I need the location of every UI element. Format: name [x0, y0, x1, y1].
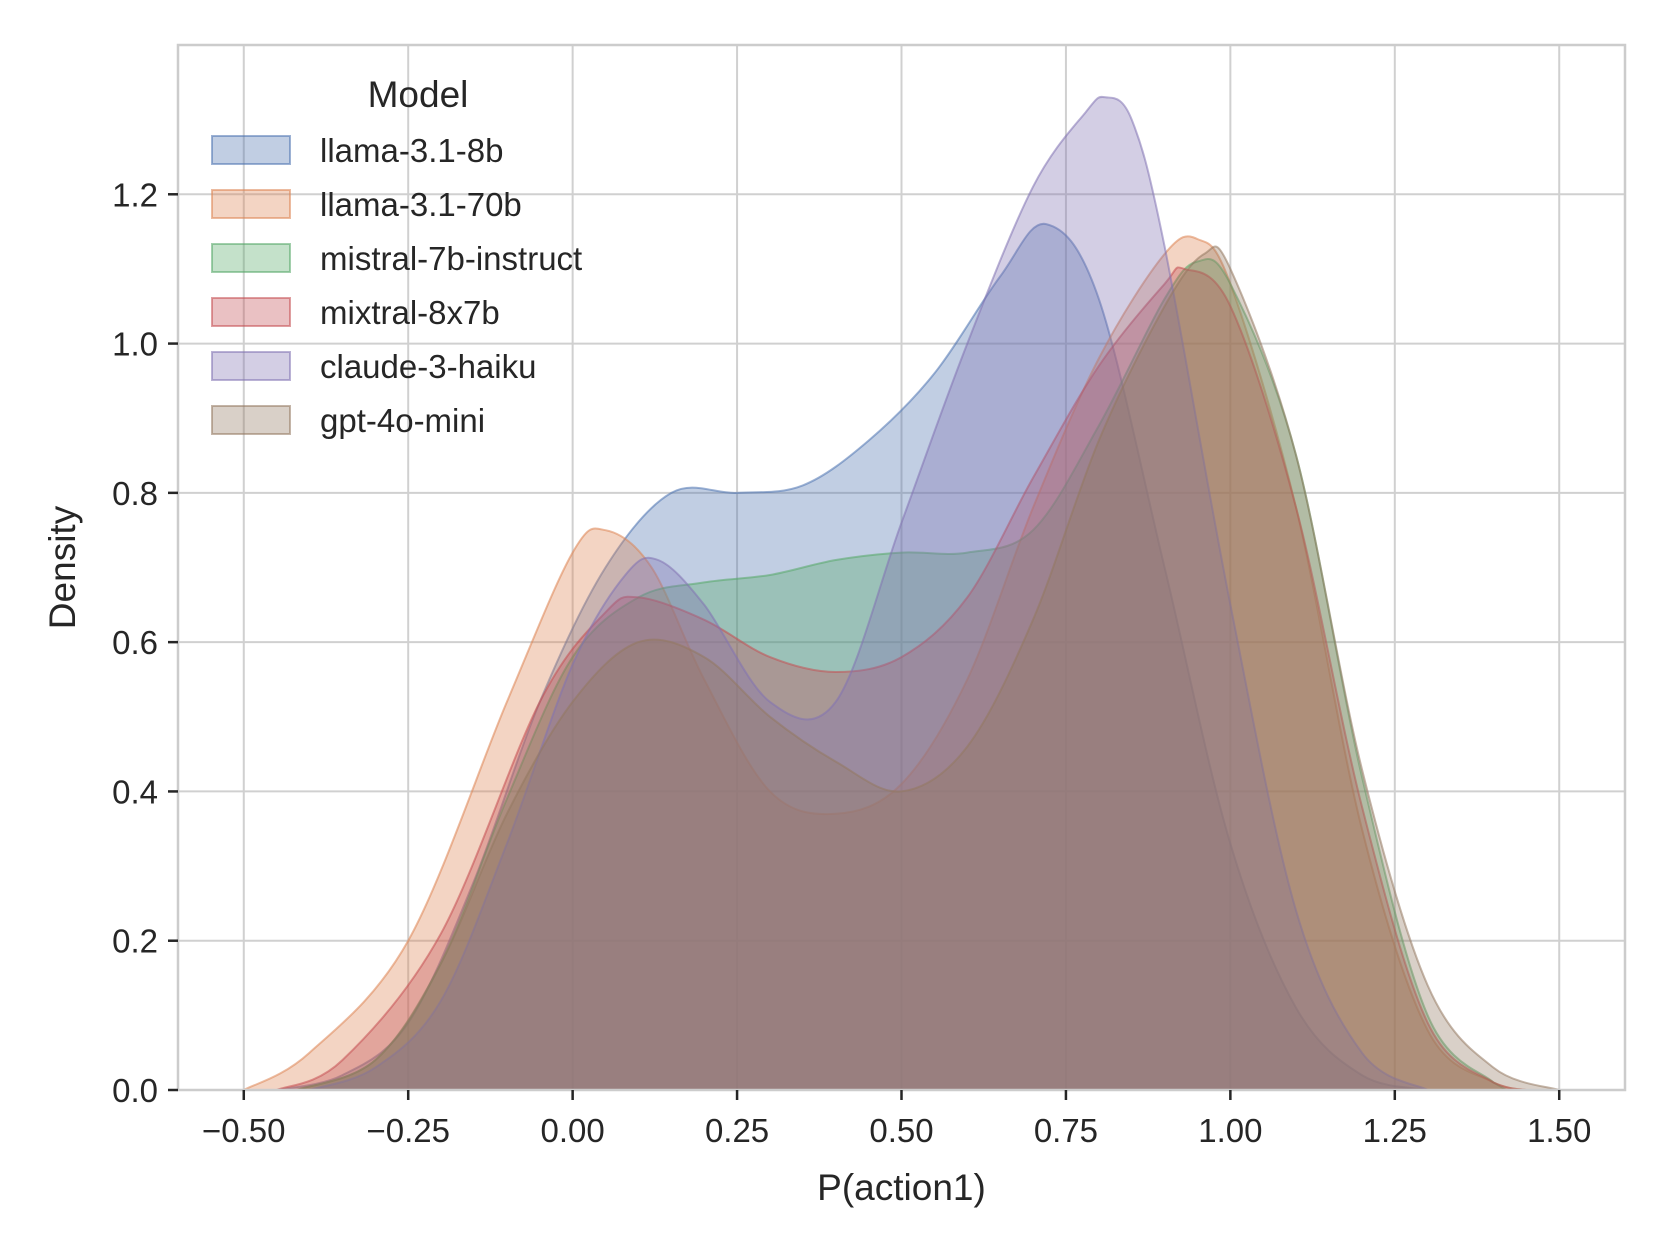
y-tick-label: 1.2: [112, 176, 158, 213]
y-tick-label: 0.2: [112, 923, 158, 960]
legend-label: llama-3.1-8b: [320, 132, 503, 169]
legend-label: mistral-7b-instruct: [320, 240, 582, 277]
legend: Model llama-3.1-8b llama-3.1-70b mistral-7…: [211, 74, 582, 439]
y-tick-label: 0.0: [112, 1072, 158, 1109]
y-tick-label: 1.0: [112, 326, 158, 363]
legend-label: mixtral-8x7b: [320, 294, 500, 331]
legend-swatch: [211, 405, 291, 435]
density-area-gpt-4o-mini: [296, 245, 1560, 1091]
y-tick-label: 0.6: [112, 624, 158, 661]
legend-swatch: [211, 351, 291, 381]
y-axis-ticks: 0.0 0.2 0.4 0.6 0.8 1.0 1.2: [112, 176, 178, 1109]
x-tick-label: 1.00: [1198, 1112, 1262, 1149]
legend-swatch: [211, 297, 291, 327]
y-tick-label: 0.4: [112, 773, 158, 810]
x-tick-label: −0.25: [366, 1112, 450, 1149]
legend-label: llama-3.1-70b: [320, 186, 522, 223]
x-tick-label: 0.75: [1034, 1112, 1098, 1149]
x-tick-label: −0.50: [202, 1112, 286, 1149]
legend-label: claude-3-haiku: [320, 348, 536, 385]
legend-swatch: [211, 135, 291, 165]
legend-label: gpt-4o-mini: [320, 402, 485, 439]
x-tick-label: 1.50: [1527, 1112, 1591, 1149]
density-areas: [240, 95, 1560, 1091]
density-area-mixtral-8x7b: [276, 266, 1527, 1091]
legend-title: Model: [368, 74, 469, 115]
density-area-claude-3-haiku: [309, 95, 1432, 1091]
y-axis-label: Density: [42, 505, 83, 629]
x-axis-label: P(action1): [817, 1167, 986, 1208]
legend-swatch: [211, 243, 291, 273]
density-area-llama-3.1-70b: [240, 235, 1527, 1091]
x-tick-label: 1.25: [1363, 1112, 1427, 1149]
legend-swatch: [211, 189, 291, 219]
x-tick-label: 0.25: [705, 1112, 769, 1149]
x-tick-label: 0.50: [869, 1112, 933, 1149]
x-tick-label: 0.00: [541, 1112, 605, 1149]
x-axis-ticks: −0.50 −0.25 0.00 0.25 0.50 0.75 1.00 1.25 1.50: [202, 1090, 1591, 1149]
y-tick-label: 0.8: [112, 475, 158, 512]
grid-lines: [178, 45, 1625, 1091]
